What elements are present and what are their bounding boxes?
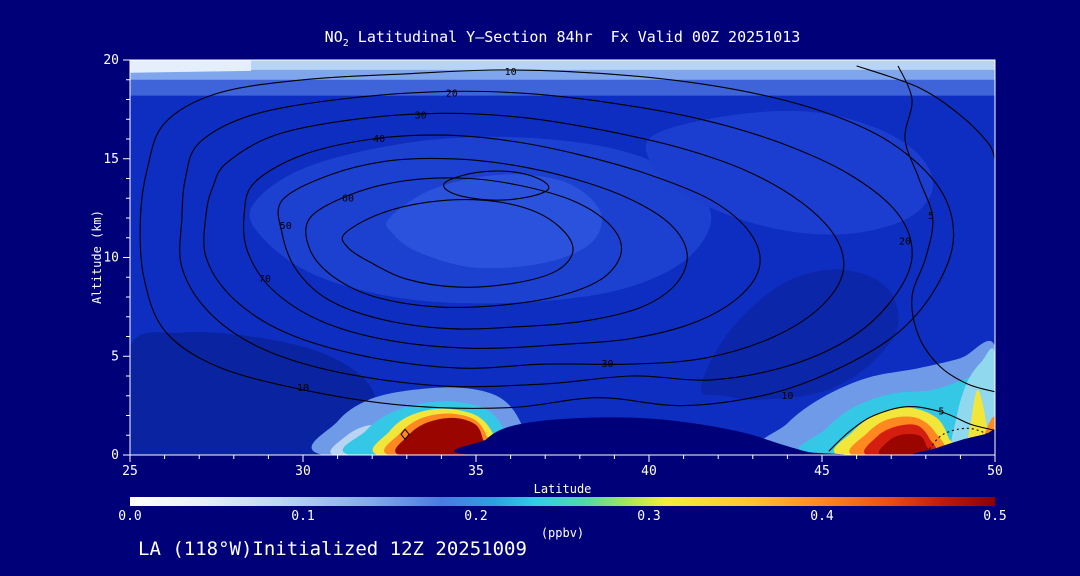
colorbar-tick-label: 0.4 [810, 509, 834, 524]
x-tick-label: 35 [468, 464, 484, 479]
field-region-darkred-b [878, 434, 932, 455]
contour-label: 5 [928, 211, 934, 222]
x-axis-title: Latitude [533, 482, 592, 496]
field-region-band-top-left [130, 60, 252, 73]
terrain-right [913, 430, 995, 455]
contour-label: 10 [297, 383, 309, 394]
contour-label: 50 [280, 221, 292, 232]
axes [123, 59, 996, 462]
field-region-dark-mid-right [700, 269, 899, 400]
station-marker [400, 428, 410, 441]
contour-label: 60 [342, 193, 354, 204]
contour-label: 20 [899, 237, 911, 248]
contour-label: 70 [259, 274, 271, 285]
chart-title: NO2 Latitudinal Y—Section 84hr Fx Valid … [130, 28, 995, 49]
colorbar-tick-label: 0.3 [637, 509, 661, 524]
x-tick-label: 50 [987, 464, 1003, 479]
contour-label: 40 [373, 134, 385, 145]
y-tick-label: 5 [111, 349, 119, 364]
x-tick-label: 45 [814, 464, 830, 479]
contour-label: 30 [601, 359, 613, 370]
field-region-dark-bottom-left [130, 332, 393, 455]
contour-lines [139, 65, 995, 452]
axis-tick-labels: 25 30 35 40 45 50 0 5 10 15 20 [103, 53, 1002, 479]
x-tick-label: 40 [641, 464, 657, 479]
y-tick-label: 20 [103, 53, 119, 68]
contour-label: 5 [938, 407, 944, 418]
colorbar-tick-label: 0.5 [983, 509, 1007, 524]
chart-title-rest: Latitudinal Y—Section 84hr Fx Valid 00Z … [348, 28, 801, 46]
colorbar-tick-row: 0.0 0.1 0.2 0.3 0.4 0.5 [118, 509, 1006, 525]
contour-label: 10 [781, 391, 793, 402]
y-tick-label: 0 [111, 448, 119, 463]
colorbar-area: 0.0 0.1 0.2 0.3 0.4 0.5 (ppbv) [118, 497, 1007, 540]
colorbar [130, 497, 995, 506]
contour-label: 10 [505, 67, 517, 78]
y-axis-title: Altitude (km) [90, 210, 104, 304]
x-tick-label: 25 [122, 464, 138, 479]
y-tick-label: 15 [103, 152, 119, 167]
x-tick-label: 30 [295, 464, 311, 479]
chart-title-subscript: 2 [342, 38, 349, 49]
run-info: LA (118°W)Initialized 12Z 20251009 [138, 538, 527, 560]
colorbar-tick-label: 0.0 [118, 509, 142, 524]
field-layer [130, 60, 995, 455]
colorbar-unit: (ppbv) [540, 526, 585, 540]
colorbar-tick-label: 0.2 [464, 509, 488, 524]
field-region-band-top [130, 60, 995, 70]
colorbar-tick-label: 0.1 [291, 509, 315, 524]
y-tick-label: 10 [103, 251, 119, 266]
contour-labels: 10 10 10 20 20 30 30 40 50 60 70 5 5 [259, 67, 945, 418]
field-region-patch-inner [386, 174, 603, 269]
contour-label: 20 [446, 89, 458, 100]
contour-label: 30 [415, 110, 427, 121]
chart-title-compound: NO [324, 28, 343, 46]
terrain-main [454, 417, 845, 455]
